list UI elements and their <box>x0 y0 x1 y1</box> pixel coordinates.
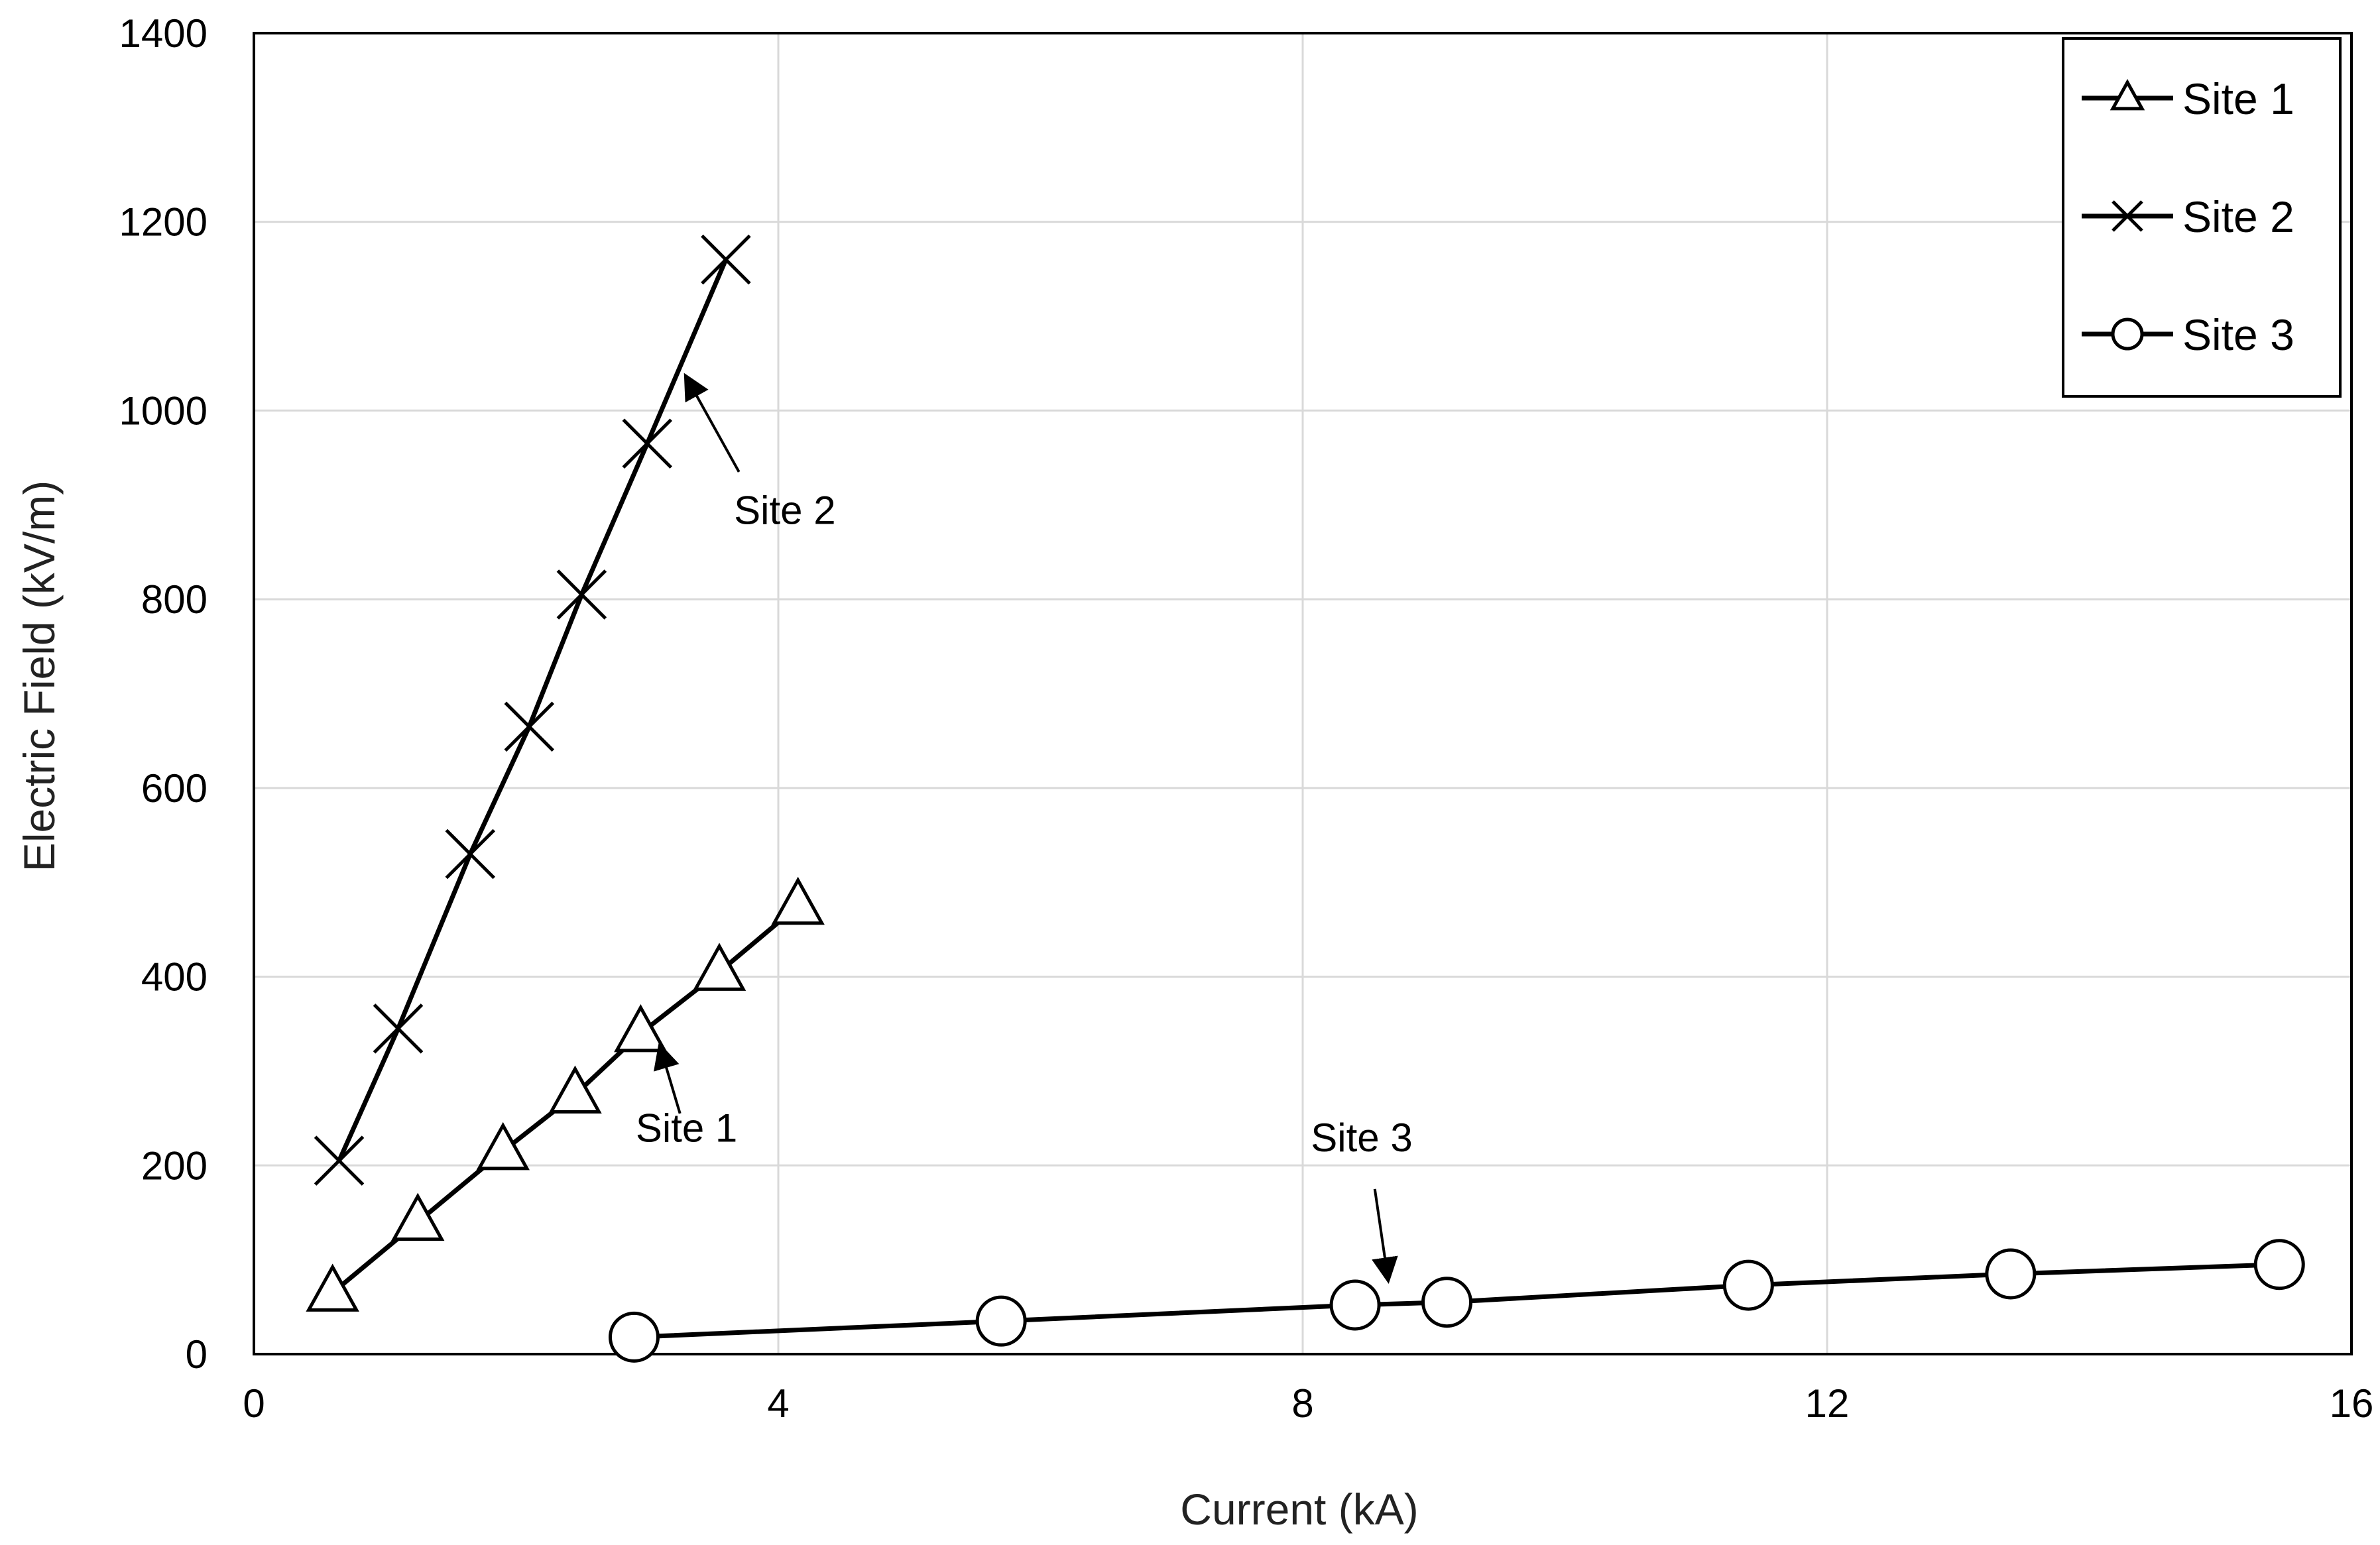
tick-labels: 0 200 400 600 800 1000 1200 1400 0 4 8 12 16 <box>119 11 2374 1426</box>
data-point-site-1-1 <box>390 1192 445 1241</box>
series-site-1 <box>306 876 825 1312</box>
data-point-site-2-5 <box>622 418 673 469</box>
annotation-arrow-site-1 <box>653 1042 682 1114</box>
x-tick-label-2: 8 <box>1291 1381 1313 1426</box>
annotation-label-site-3: Site 3 <box>1311 1116 1412 1160</box>
annotation-label-site-1: Site 1 <box>636 1106 737 1151</box>
y-tick-label-3: 600 <box>141 766 208 811</box>
legend-item-site-1: Site 1 <box>2082 74 2294 123</box>
y-tick-label-5: 1000 <box>119 388 208 433</box>
legend-marker-site-1 <box>2110 79 2145 111</box>
data-point-site-3-3 <box>1421 1277 1473 1328</box>
data-point-site-2-0 <box>314 1135 365 1186</box>
data-point-site-1-6 <box>771 876 825 925</box>
series-site-2 <box>314 234 751 1186</box>
legend-label-site-2: Site 2 <box>2182 192 2294 241</box>
y-tick-label-0: 0 <box>186 1332 208 1377</box>
data-point-site-2-1 <box>373 1003 424 1054</box>
x-tick-label-4: 16 <box>2330 1381 2374 1426</box>
legend-marker-site-2 <box>2112 200 2143 232</box>
plot-frame <box>253 32 2353 1355</box>
data-point-site-3-0 <box>608 1311 660 1363</box>
legend: Site 1 Site 2 Site 3 <box>2062 37 2342 398</box>
y-axis-title: Electric Field (kV/m) <box>15 481 64 872</box>
x-axis-title: Current (kA) <box>1180 1485 1418 1534</box>
annotation-arrow-site-2 <box>684 372 741 473</box>
legend-marker-site-3 <box>2111 317 2144 351</box>
plot-area-border <box>253 32 2353 1355</box>
grid-lines <box>254 33 2351 1354</box>
annotation-arrow-site-3 <box>1372 1188 1398 1285</box>
series-layer <box>306 234 2305 1363</box>
data-point-site-3-1 <box>975 1295 1027 1347</box>
annotation-label-site-2: Site 2 <box>734 488 835 532</box>
legend-label-site-3: Site 3 <box>2182 310 2294 359</box>
data-point-site-1-5 <box>692 943 746 991</box>
x-tick-label-3: 12 <box>1805 1381 1850 1426</box>
y-tick-label-6: 1200 <box>119 200 208 245</box>
legend-label-site-1: Site 1 <box>2182 74 2294 123</box>
x-tick-label-0: 0 <box>243 1381 265 1426</box>
y-tick-label-7: 1400 <box>119 11 208 56</box>
x-tick-label-1: 4 <box>767 1381 789 1426</box>
data-point-site-1-0 <box>306 1263 359 1312</box>
y-tick-label-1: 200 <box>141 1143 208 1188</box>
series-site-3 <box>608 1239 2305 1363</box>
data-point-site-3-6 <box>2253 1239 2305 1290</box>
legend-item-site-3: Site 3 <box>2082 310 2294 359</box>
annotations: Site 2 Site 1 Site 3 <box>636 372 1413 1285</box>
data-point-site-2-2 <box>445 829 496 880</box>
y-tick-label-4: 800 <box>141 577 208 622</box>
data-point-site-3-4 <box>1722 1259 1774 1311</box>
legend-item-site-2: Site 2 <box>2082 192 2294 241</box>
data-point-site-3-2 <box>1329 1279 1381 1331</box>
data-point-site-1-3 <box>548 1065 602 1114</box>
data-point-site-2-4 <box>556 569 607 620</box>
data-point-site-1-2 <box>476 1121 530 1171</box>
data-point-site-2-6 <box>701 234 751 285</box>
data-point-site-2-3 <box>504 701 555 752</box>
data-point-site-3-5 <box>1985 1248 2037 1300</box>
data-point-site-1-4 <box>614 1003 668 1053</box>
y-tick-label-2: 400 <box>141 955 208 1000</box>
